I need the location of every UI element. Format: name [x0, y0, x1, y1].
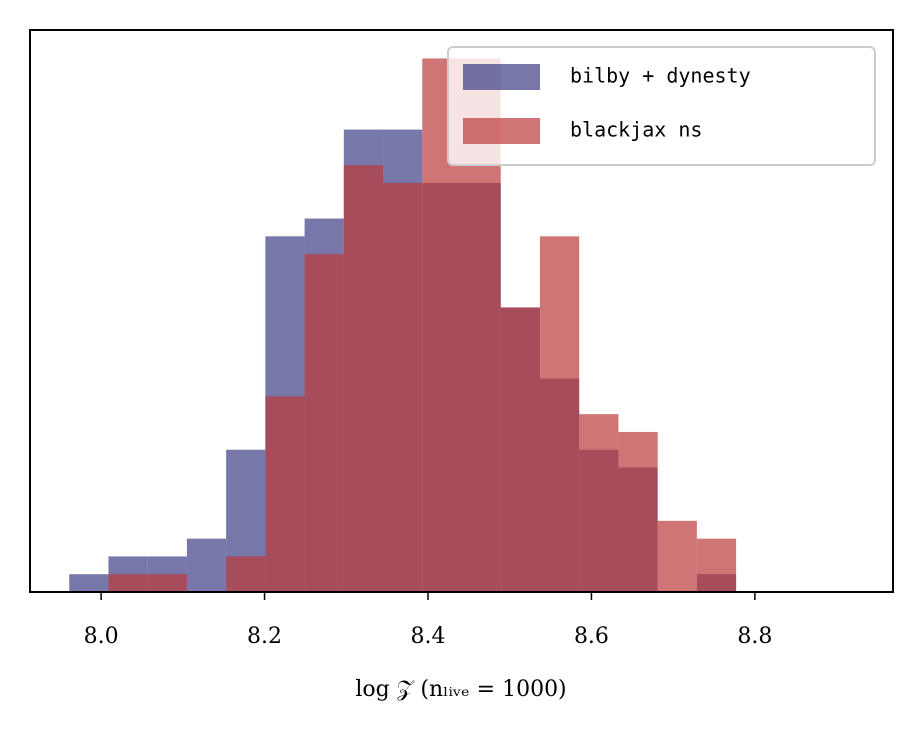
x-tick-label: 8.0	[84, 624, 119, 649]
legend-swatch	[463, 64, 540, 90]
histogram-bar	[108, 574, 148, 592]
histogram-bar	[226, 556, 266, 592]
x-tick-label: 8.2	[247, 624, 282, 649]
histogram-bar	[657, 520, 697, 592]
histogram-bar	[343, 165, 384, 592]
x-tick-label: 8.4	[410, 624, 445, 649]
bars	[69, 58, 737, 593]
legend-label: blackjax ns	[570, 118, 702, 142]
histogram-bar	[304, 254, 344, 592]
histogram-bar	[618, 431, 658, 592]
histogram-bar	[579, 414, 619, 592]
histogram-bar	[186, 538, 227, 592]
axes-frame	[29, 29, 894, 593]
histogram-bar	[539, 236, 580, 592]
x-axis-label: log 𝒵 (nₗᵢᵥₑ = 1000)	[355, 677, 566, 702]
histogram-bar	[500, 307, 540, 592]
x-tick-label: 8.8	[737, 624, 772, 649]
x-tick-label: 8.6	[574, 624, 609, 649]
histogram-bar	[696, 538, 737, 592]
legend-label: bilby + dynesty	[570, 64, 751, 88]
histogram-bar	[69, 574, 109, 592]
legend-box	[447, 46, 876, 166]
histogram-bar	[383, 182, 423, 592]
histogram-bar	[147, 574, 187, 592]
legend-swatch	[463, 118, 540, 144]
histogram-bar	[265, 396, 305, 592]
